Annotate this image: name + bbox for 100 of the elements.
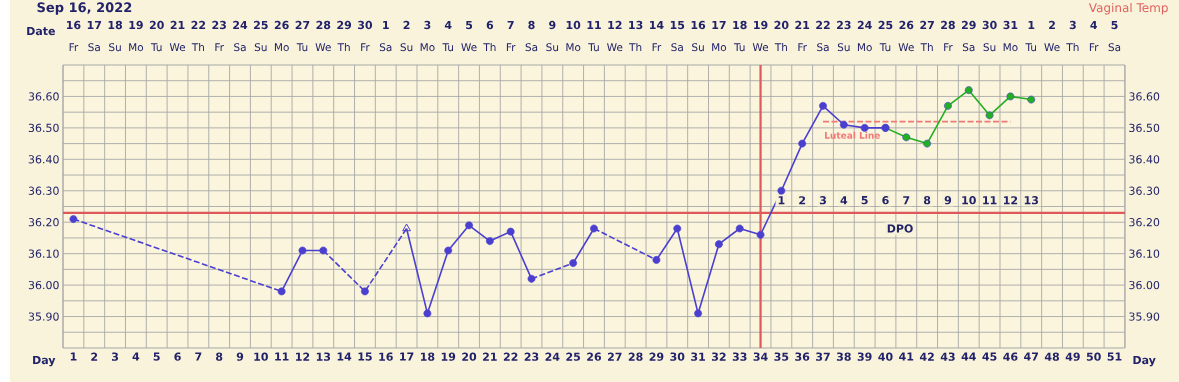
text: 17	[87, 20, 102, 29]
annotation: 5	[861, 196, 868, 205]
text: Tu	[733, 43, 745, 52]
text: Fr	[69, 43, 79, 51]
text: Sa	[234, 43, 246, 52]
text: 4	[1090, 20, 1098, 29]
x-tick-label: 51	[1107, 352, 1122, 361]
x-tick-label: 13	[316, 352, 331, 361]
text: 23	[212, 20, 226, 30]
text: Th	[1066, 43, 1079, 51]
text: Fr	[1089, 43, 1099, 51]
text: 22	[191, 20, 206, 29]
y2-tick-label: 36.30	[1129, 186, 1160, 195]
text: Su	[254, 43, 267, 52]
text: 3	[424, 20, 431, 30]
text: 21	[795, 20, 810, 29]
text: 24	[857, 20, 872, 29]
x-tick-label: 31	[691, 352, 705, 361]
text: Mo	[129, 43, 144, 52]
text: 30	[358, 20, 373, 30]
y2-tick-label: 36.50	[1129, 123, 1160, 133]
text: Fr	[944, 43, 953, 51]
text: 3	[1069, 20, 1076, 30]
x-axis-title: Day	[33, 355, 56, 367]
y2-tick-label: 36.40	[1129, 155, 1160, 164]
x-tick-label: 30	[670, 352, 685, 361]
x-tick-label: 38	[836, 352, 851, 361]
x-tick-label: 46	[1003, 352, 1018, 361]
annotation: 9	[944, 196, 952, 205]
text: Fr	[506, 43, 516, 51]
text: 9	[549, 20, 556, 30]
text: Tu	[1025, 43, 1037, 52]
y2-tick-label: 36.60	[1129, 92, 1160, 101]
y-tick-label: 36.60	[28, 92, 59, 101]
text: Th	[191, 43, 204, 51]
text: 16	[691, 20, 706, 30]
chart-subtitle: Vaginal Temp	[1088, 2, 1168, 15]
x-tick-label: 3	[111, 352, 119, 361]
text: 10	[566, 20, 581, 30]
y2-tick-label: 36.10	[1129, 249, 1160, 258]
text: 19	[754, 20, 768, 30]
text: Su	[837, 43, 850, 52]
text: We	[607, 43, 623, 52]
x-tick-label: 44	[961, 352, 976, 361]
x-tick-label: 21	[483, 352, 497, 361]
x-tick-label: 48	[1044, 352, 1060, 361]
text: Th	[774, 43, 787, 51]
x-tick-label: 34	[753, 352, 768, 361]
text: Th	[337, 43, 350, 51]
text: Sa	[88, 43, 100, 52]
x-tick-label: 50	[1086, 352, 1101, 361]
text: Fr	[361, 43, 370, 51]
annotation: 4	[840, 196, 848, 205]
text: We	[315, 43, 331, 52]
text: 23	[837, 20, 851, 30]
text: 2	[403, 20, 410, 29]
text: Su	[983, 43, 996, 52]
x-tick-label: 5	[153, 352, 160, 361]
text: We	[169, 43, 186, 52]
x-tick-label: 49	[1065, 352, 1080, 361]
text: 20	[774, 20, 789, 30]
text: 18	[108, 20, 123, 30]
text: Mo	[857, 43, 872, 52]
text: 1	[1028, 20, 1035, 29]
text: Sa	[1108, 43, 1121, 52]
x-tick-label: 1	[70, 352, 77, 361]
x-tick-label: 18	[420, 352, 435, 361]
x-tick-label: 20	[462, 352, 477, 361]
text: Mo	[566, 43, 581, 52]
y-tick-label: 36.30	[28, 186, 59, 195]
text: Mo	[274, 43, 289, 52]
text: 12	[608, 20, 622, 29]
text: 27	[920, 20, 934, 29]
annotation: 2	[799, 196, 806, 205]
x-tick-label: 14	[337, 352, 352, 361]
x-tick-label: 6	[174, 352, 181, 361]
x-tick-label: 36	[795, 352, 810, 361]
text: 17	[712, 20, 726, 29]
x-tick-label: 39	[857, 352, 872, 361]
text: 29	[337, 20, 352, 30]
annotation: 7	[903, 196, 910, 205]
x-tick-label: 7	[195, 352, 202, 361]
series-label: Luteal Line	[825, 131, 880, 139]
x-tick-label: 33	[732, 352, 747, 361]
x-tick-label: 42	[919, 352, 934, 361]
text: Tu	[296, 43, 308, 52]
text: 15	[670, 20, 685, 30]
y-tick-label: 36.00	[28, 280, 59, 290]
text: Fr	[215, 43, 224, 51]
y2-tick-label: 36.20	[1129, 218, 1160, 227]
x-tick-label: 10	[254, 352, 268, 361]
x-tick-label: 15	[358, 352, 372, 361]
text: 11	[587, 20, 601, 29]
text: Day	[1133, 355, 1156, 367]
text: We	[752, 43, 769, 52]
text: Sa	[671, 43, 683, 52]
x-tick-label: 32	[711, 352, 726, 361]
text: 6	[486, 20, 494, 30]
text: 14	[650, 20, 664, 29]
text: 31	[1003, 20, 1018, 30]
